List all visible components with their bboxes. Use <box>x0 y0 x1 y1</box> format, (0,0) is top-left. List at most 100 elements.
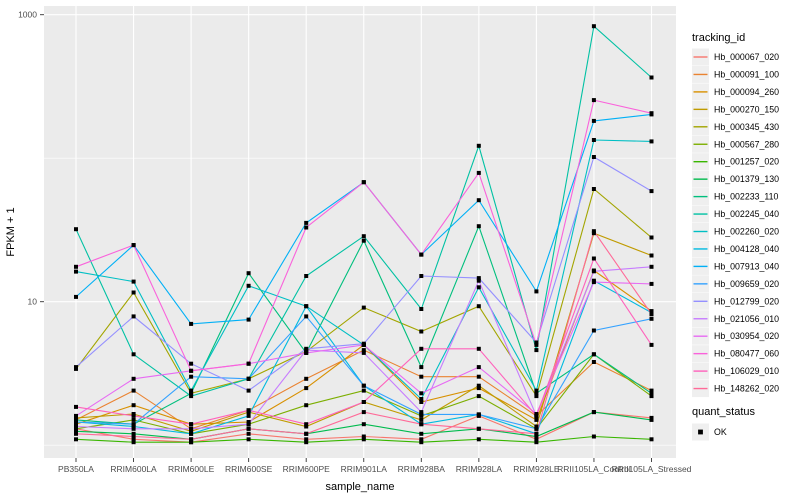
data-point <box>534 440 539 445</box>
data-point <box>246 361 251 366</box>
data-point <box>361 342 366 347</box>
data-point <box>131 290 136 295</box>
x-tick-label: RRIM928BA <box>398 464 446 474</box>
data-point <box>304 422 309 427</box>
data-point <box>246 388 251 393</box>
data-point <box>419 307 424 311</box>
x-tick-label: RRII105LA_Stressed <box>612 464 692 474</box>
data-point <box>649 312 654 317</box>
data-point <box>476 278 481 283</box>
data-point <box>361 180 366 185</box>
data-point <box>476 386 481 391</box>
legend-item-label: Hb_001257_020 <box>714 157 779 167</box>
data-point <box>591 118 596 123</box>
data-point <box>534 391 539 396</box>
data-point <box>361 410 366 415</box>
data-point <box>189 437 194 442</box>
data-point <box>361 434 366 439</box>
data-point <box>304 304 309 309</box>
data-point <box>131 440 136 445</box>
x-tick-label: RRIM928LA <box>456 464 503 474</box>
data-point <box>246 283 251 288</box>
data-point <box>649 75 654 80</box>
data-point <box>649 437 654 442</box>
data-point <box>649 139 654 144</box>
data-point <box>246 431 251 436</box>
data-point <box>476 437 481 442</box>
data-point <box>74 437 78 442</box>
y-axis-title: FPKM + 1 <box>5 207 17 257</box>
data-point <box>476 383 481 388</box>
data-point <box>131 352 136 357</box>
data-point <box>74 294 78 299</box>
data-point <box>476 285 481 290</box>
data-point <box>304 348 309 353</box>
data-point <box>534 289 539 294</box>
x-tick-label: RRIM928LE <box>513 464 560 474</box>
data-point <box>189 394 194 399</box>
data-point <box>591 24 596 29</box>
data-point <box>649 253 654 258</box>
data-point <box>131 426 136 431</box>
data-point <box>131 422 136 427</box>
legend-item-label: Hb_148262_020 <box>714 384 779 394</box>
data-point <box>591 280 596 285</box>
data-point <box>649 342 654 347</box>
data-point <box>304 437 309 442</box>
data-point <box>591 229 596 234</box>
data-point <box>419 412 424 417</box>
data-point <box>476 304 481 309</box>
data-point <box>419 397 424 401</box>
data-point <box>591 269 596 274</box>
data-point <box>419 346 424 351</box>
data-point <box>74 424 78 429</box>
data-point <box>131 243 136 248</box>
data-point <box>246 426 251 431</box>
legend-item-label: Hb_002233_110 <box>714 192 779 202</box>
data-point <box>74 227 78 232</box>
legend-item-label: Hb_000091_100 <box>714 69 779 79</box>
data-point <box>189 368 194 373</box>
legend-item-label: Hb_021056_010 <box>714 314 779 324</box>
data-point <box>534 431 539 436</box>
data-point <box>591 187 596 191</box>
data-point <box>74 269 78 274</box>
data-point <box>534 437 539 442</box>
data-point <box>591 328 596 333</box>
data-point <box>476 394 481 399</box>
data-point <box>246 437 251 442</box>
data-point <box>189 321 194 326</box>
data-point <box>131 431 136 436</box>
legend-title-quant-status: quant_status <box>692 406 755 418</box>
data-point <box>649 189 654 194</box>
x-axis-title: sample_name <box>325 481 395 493</box>
data-point <box>476 426 481 431</box>
data-point <box>131 417 136 422</box>
data-point <box>534 426 539 431</box>
data-point <box>131 314 136 319</box>
x-tick-label: RRIM600LA <box>110 464 157 474</box>
data-point <box>131 424 136 429</box>
data-point <box>189 426 194 431</box>
data-point <box>649 264 654 269</box>
data-point <box>419 422 424 427</box>
data-point <box>591 256 596 261</box>
data-point <box>74 264 78 269</box>
data-point <box>419 440 424 445</box>
data-point <box>361 238 366 243</box>
legend-item-label: Hb_030954_020 <box>714 331 779 341</box>
y-tick-label: 1000 <box>18 10 37 20</box>
data-point <box>361 383 366 388</box>
data-point <box>591 352 596 357</box>
data-point <box>649 235 654 240</box>
data-point <box>419 400 424 404</box>
data-point <box>476 143 481 148</box>
data-point <box>419 329 424 334</box>
data-point <box>361 234 366 239</box>
data-point <box>476 276 481 281</box>
data-point <box>419 252 424 257</box>
data-point <box>189 422 194 427</box>
legend-item-label: Hb_106029_010 <box>714 366 779 376</box>
